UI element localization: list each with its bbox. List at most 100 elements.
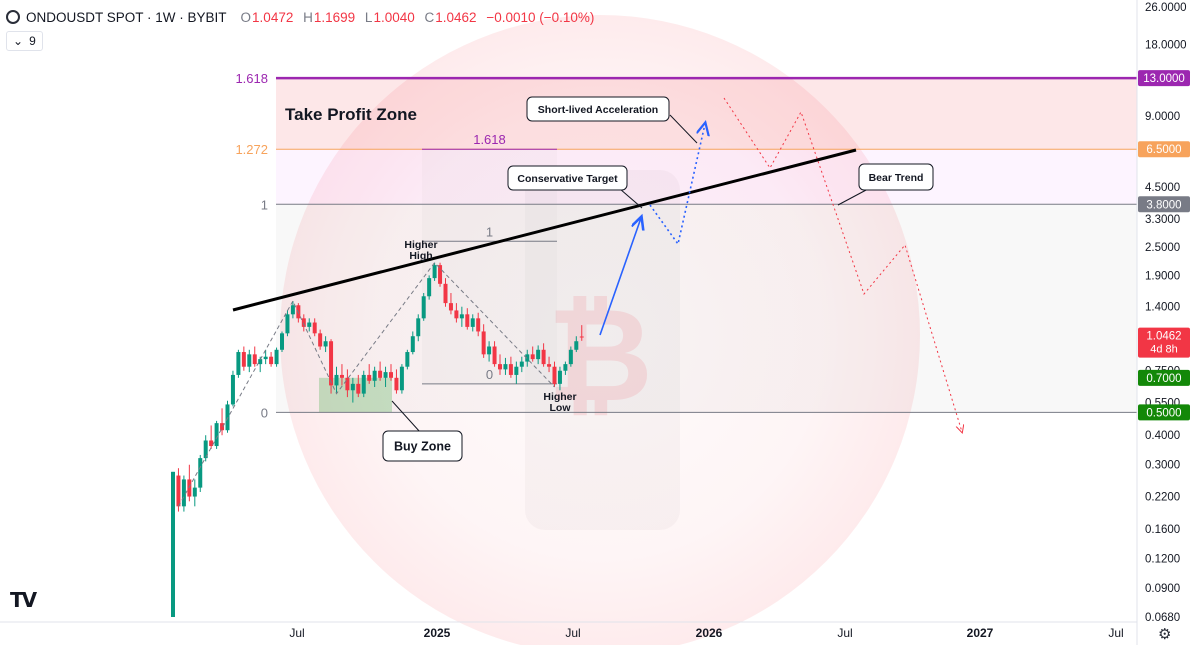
candle — [557, 370, 562, 384]
price-label-text: 0.5000 — [1146, 407, 1181, 419]
projection-arrow — [599, 218, 641, 336]
time-axis[interactable]: Jul 2025 Jul 2026 Jul 2027 Jul — [0, 621, 1137, 640]
price-label-text: 6.5000 — [1146, 144, 1181, 156]
bear-trend-pointer — [837, 188, 869, 206]
take-profit-zone-fill — [276, 78, 1137, 150]
candle — [236, 352, 241, 375]
price-label-text: 0.7000 — [1146, 373, 1181, 385]
last-price-value: 1.0462 — [1146, 331, 1181, 343]
low-label: L — [364, 9, 373, 25]
price-axis[interactable]: 26.0000 18.0000 9.0000 4.5000 3.3000 2.5000 1.… — [1136, 0, 1190, 645]
time-tick-label: 2026 — [696, 626, 723, 640]
candle — [203, 440, 208, 459]
candle — [394, 377, 399, 391]
candle — [350, 383, 355, 391]
symbol-title[interactable]: ONDOUSDT SPOT · 1W · BYBIT — [26, 9, 227, 25]
time-tick-label: Jul — [837, 626, 852, 640]
last-price-badge — [1138, 327, 1190, 358]
tradingview-logo-icon: TV — [10, 588, 37, 612]
candle — [547, 364, 552, 367]
candle — [530, 354, 535, 360]
time-tick-label: Jul — [1108, 626, 1123, 640]
price-tick-label: 3.3000 — [1145, 214, 1180, 226]
candle — [448, 303, 453, 311]
zone-1272-fill — [276, 149, 1137, 205]
candle — [230, 374, 235, 405]
candle — [536, 349, 541, 360]
higher-high-label-line1: Higher — [404, 239, 437, 251]
price-label-badge — [1138, 404, 1190, 421]
wave-zigzag — [178, 261, 555, 507]
callouts: Short-lived Acceleration Conservative Tar… — [285, 96, 934, 462]
price-tick-label: 0.1600 — [1145, 524, 1180, 536]
small-fib-label: 1.618 — [473, 132, 506, 147]
small-fib-label: 1 — [486, 224, 493, 239]
candle — [438, 265, 443, 284]
fib-level-label: 1.272 — [235, 142, 268, 157]
price-tick-label: 1.9000 — [1145, 270, 1180, 282]
fib-zones — [276, 78, 1137, 413]
price-tick-label: 2.5000 — [1145, 242, 1180, 254]
buy-zone-box — [382, 430, 463, 462]
candle — [339, 374, 344, 378]
candle — [454, 310, 459, 319]
candle — [176, 475, 181, 507]
candle — [285, 314, 290, 334]
candle — [492, 346, 497, 365]
gear-icon[interactable]: ⚙ — [1158, 625, 1172, 643]
candle — [290, 305, 295, 315]
candle — [574, 341, 579, 350]
candle — [508, 364, 513, 375]
candle — [399, 366, 404, 391]
price-tick-label: 0.4000 — [1145, 430, 1180, 442]
price-tick-label: 4.5000 — [1145, 182, 1180, 194]
candle — [498, 364, 502, 370]
price-tick-label: 1.4000 — [1145, 302, 1180, 314]
price-tick-label: 0.2200 — [1145, 492, 1180, 504]
candle — [568, 349, 573, 365]
fib-level-label: 1.618 — [235, 71, 268, 86]
indicators-toggle[interactable]: ⌄ 9 — [6, 31, 43, 51]
candle — [432, 265, 437, 279]
price-label-badge — [1138, 141, 1190, 158]
fib-level-label: 1 — [261, 197, 268, 212]
time-tick-label: 2025 — [424, 626, 451, 640]
zone-1-0-fill — [276, 204, 1137, 413]
candle — [345, 377, 350, 391]
bear-trend-box — [858, 163, 934, 191]
ascending-trendline — [232, 148, 857, 312]
candle — [269, 356, 274, 365]
candle — [214, 423, 219, 447]
candle — [514, 366, 519, 375]
candle — [323, 341, 328, 347]
fib-lines: 1.618 1.272 1 0 — [235, 71, 1137, 420]
price-tick-label: 0.0900 — [1145, 583, 1180, 595]
higher-low-label-line2: Low — [550, 402, 572, 414]
candle — [421, 296, 426, 319]
chevron-down-icon: ⌄ — [13, 34, 24, 48]
candle — [378, 370, 383, 378]
candle — [443, 283, 448, 304]
conservative-target-label: Conservative Target — [517, 173, 618, 185]
candle — [252, 354, 257, 365]
symbol-header: ONDOUSDT SPOT · 1W · BYBIT O1.0472 H1.16… — [6, 6, 600, 28]
candle — [307, 322, 312, 327]
candle — [263, 356, 268, 360]
candle — [383, 372, 388, 378]
candle — [280, 333, 284, 350]
candle — [171, 471, 175, 617]
candle — [274, 349, 279, 365]
candle — [405, 352, 410, 367]
candle — [247, 354, 252, 367]
candle — [209, 440, 214, 447]
candle — [241, 352, 246, 367]
higher-high-label-line2: High — [409, 250, 432, 262]
candle — [465, 314, 470, 327]
candle — [389, 372, 393, 378]
candle — [372, 370, 377, 381]
close-label: C — [424, 9, 435, 25]
candle — [367, 374, 372, 381]
high-label: H — [303, 9, 313, 25]
buy-zone-pointer — [391, 400, 421, 433]
